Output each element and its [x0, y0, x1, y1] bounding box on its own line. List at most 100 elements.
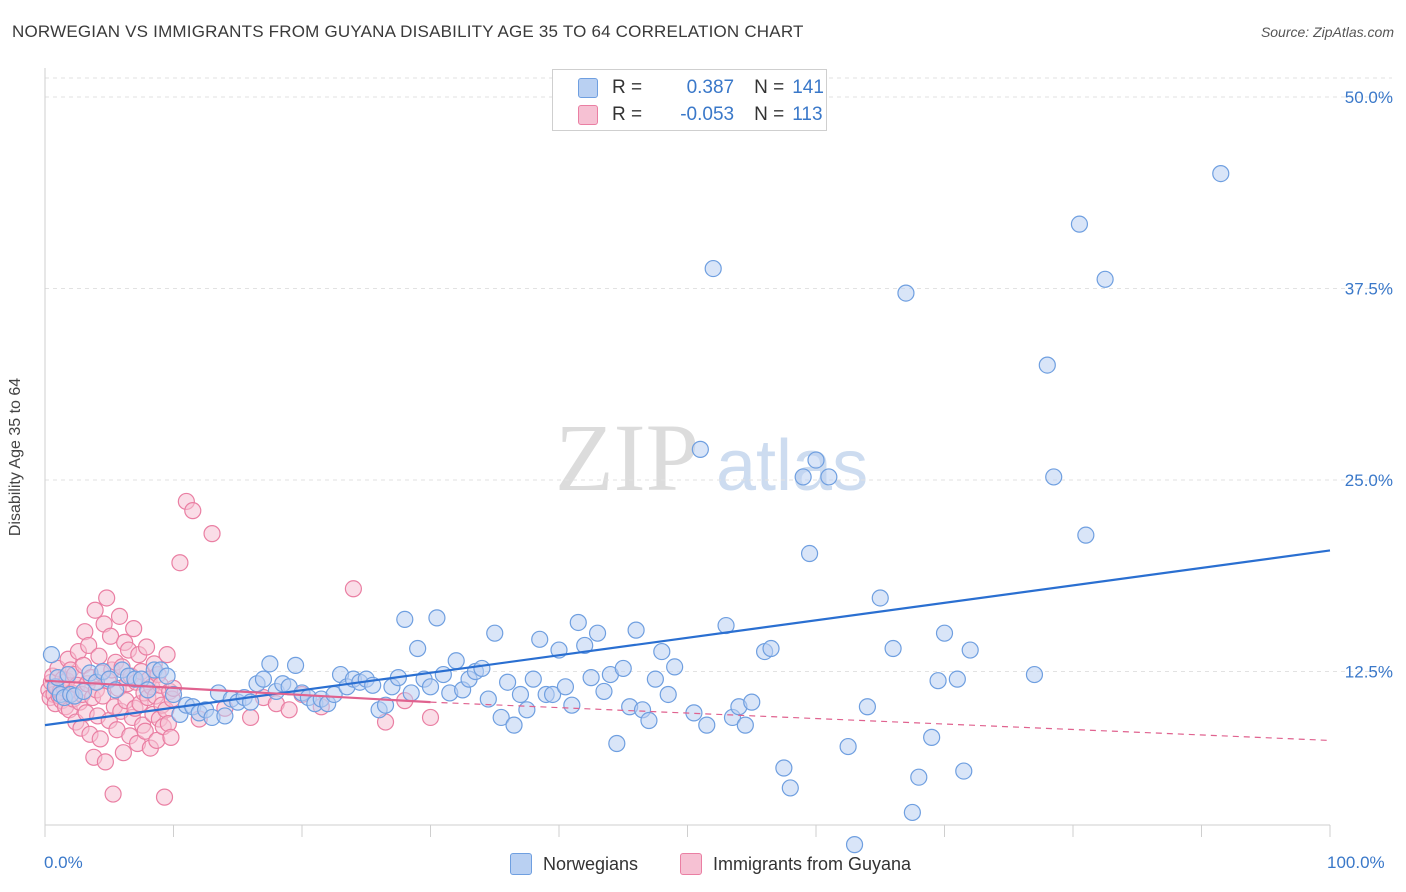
guyana-point [110, 607, 129, 625]
guyana-point [155, 788, 174, 806]
norwegian-point [1025, 665, 1044, 684]
watermark-atlas: atlas [716, 426, 868, 506]
legend-r-label: R = [612, 104, 643, 125]
norwegian-point [948, 670, 966, 688]
norwegian-point [736, 716, 754, 734]
x-tick-label-min: 0.0% [44, 853, 83, 872]
norwegian-point [794, 468, 812, 486]
guyana-point [421, 708, 440, 727]
bottom-legend-label: Immigrants from Guyana [713, 853, 912, 874]
norwegian-point [820, 468, 838, 486]
norwegian-point [640, 711, 658, 730]
x-tick-label-max: 100.0% [1327, 853, 1385, 872]
norwegian-point [961, 641, 979, 659]
norwegian-point [762, 639, 780, 658]
norwegian-point [1212, 165, 1230, 183]
guyana-point [158, 646, 176, 664]
norwegian-point [845, 836, 864, 854]
norwegian-point [254, 670, 273, 688]
legend-r-label: R = [612, 77, 643, 98]
norwegian-point [409, 639, 427, 658]
norwegian-point [556, 678, 575, 696]
norwegian-point [666, 658, 684, 676]
norwegian-point [492, 708, 510, 727]
chart-title: NORWEGIAN VS IMMIGRANTS FROM GUYANA DISA… [12, 22, 804, 41]
guyana-point [96, 753, 114, 771]
norwegian-point [653, 642, 671, 661]
pink-swatch-icon [680, 853, 702, 875]
norwegian-point [775, 759, 793, 777]
norwegian-point [511, 685, 530, 704]
guyana-point [242, 708, 260, 727]
norwegian-point [473, 659, 491, 678]
norwegian-trend-line [44, 549, 1331, 727]
norwegian-point [569, 613, 587, 632]
norwegian-point [897, 284, 915, 302]
norwegian-point [1096, 270, 1114, 288]
norwegian-point [286, 656, 305, 674]
legend-n-label: N = [754, 104, 785, 125]
guyana-point [203, 525, 221, 543]
source-label: Source: ZipAtlas.com [1260, 24, 1394, 40]
norwegian-point [434, 665, 452, 684]
norwegian-point [421, 678, 440, 696]
guyana-trend-extension [430, 701, 1331, 742]
norwegian-point [614, 659, 632, 678]
norwegian-point [59, 665, 77, 684]
legend-n-label: N = [754, 77, 785, 98]
guyana-point [125, 620, 143, 638]
norwegian-point [582, 669, 600, 687]
legend-r-value: -0.053 [680, 104, 735, 125]
norwegian-point [858, 698, 877, 716]
norwegian-point [800, 544, 819, 563]
norwegian-point [563, 696, 581, 714]
norwegian-point [659, 685, 677, 704]
legend-r-value: 0.387 [686, 77, 735, 98]
norwegian-point [884, 639, 902, 658]
guyana-point [91, 730, 109, 748]
bottom-legend-label: Norwegians [543, 853, 639, 874]
norwegian-point [396, 610, 414, 629]
guyana-point [98, 589, 116, 607]
guyana-point [136, 722, 154, 740]
norwegian-point [955, 762, 973, 780]
norwegian-point [479, 690, 497, 708]
norwegian-point [923, 728, 941, 746]
legend-row-guyana: R = -0.053 N = 113 [578, 104, 823, 126]
y-tick-label: 37.5% [1345, 280, 1393, 299]
norwegian-point [42, 646, 61, 664]
guyana-point [171, 554, 189, 572]
norwegian-point [524, 670, 542, 688]
blue-swatch-icon [578, 78, 598, 98]
guyana-point [101, 627, 120, 645]
bottom-legend-guyana: Immigrants from Guyana [680, 853, 911, 875]
norwegian-point [646, 670, 664, 688]
norwegian-point [447, 652, 465, 670]
norwegian-point [505, 716, 523, 734]
norwegian-point [903, 803, 921, 822]
norwegian-point [627, 621, 645, 639]
correlation-legend: R = 0.387 N = 141 R = -0.053 N = 113 [552, 69, 827, 131]
guyana-point [137, 638, 156, 656]
norwegian-point [486, 624, 504, 642]
norwegian-point [518, 701, 536, 719]
norwegian-point [428, 609, 446, 627]
norwegian-point [588, 624, 607, 642]
bottom-legend-norwegians: Norwegians [510, 853, 638, 875]
guyana-trend-line [44, 679, 431, 704]
norwegian-point [910, 768, 928, 786]
norwegian-point [698, 716, 716, 734]
guyana-point [104, 785, 122, 803]
norwegian-point [261, 655, 279, 673]
norwegian-point [871, 589, 889, 607]
y-tick-label: 25.0% [1345, 471, 1393, 490]
norwegian-point [531, 630, 549, 648]
guyana-point [114, 744, 132, 762]
guyana-point [184, 502, 202, 520]
legend-row-norwegians: R = 0.387 N = 141 [578, 77, 824, 99]
norwegian-point [781, 779, 799, 797]
norwegian-point [576, 636, 594, 655]
norwegian-point [139, 681, 157, 699]
norwegian-point [691, 440, 709, 458]
